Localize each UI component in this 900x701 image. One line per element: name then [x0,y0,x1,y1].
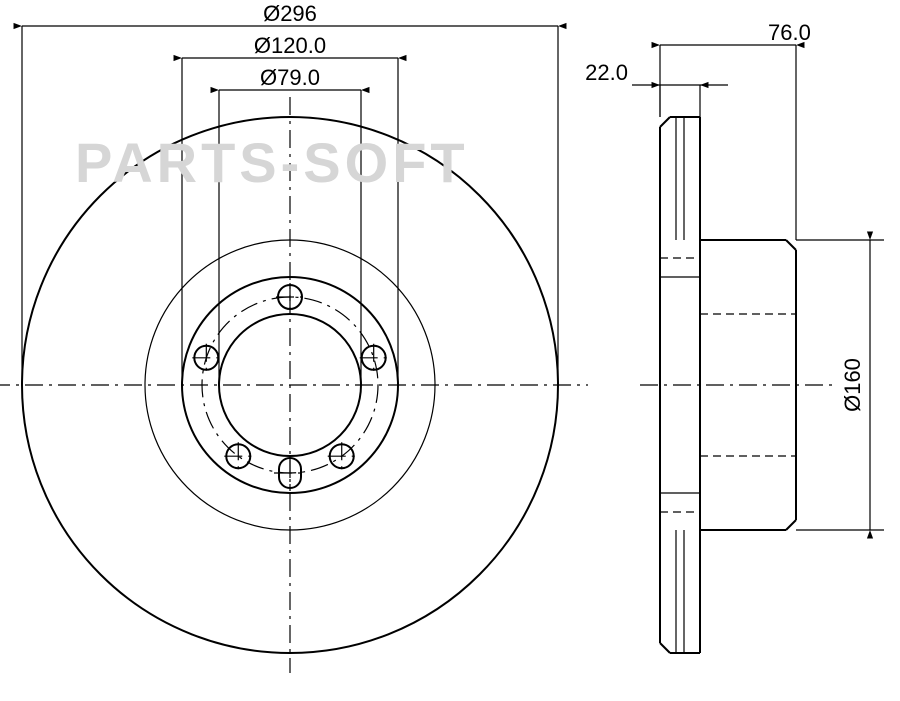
svg-text:22.0: 22.0 [585,60,628,85]
side-view: 76.0 22.0 Ø160 [585,20,884,653]
svg-text:76.0: 76.0 [768,20,811,45]
front-view: Ø296 Ø120.0 Ø79.0 [0,1,588,673]
svg-text:Ø296: Ø296 [263,1,317,26]
svg-text:Ø160: Ø160 [840,358,865,412]
svg-text:Ø79.0: Ø79.0 [260,65,320,90]
technical-drawing: Ø296 Ø120.0 Ø79.0 76.0 22.0 Ø160 [0,0,900,701]
svg-text:Ø120.0: Ø120.0 [254,33,326,58]
